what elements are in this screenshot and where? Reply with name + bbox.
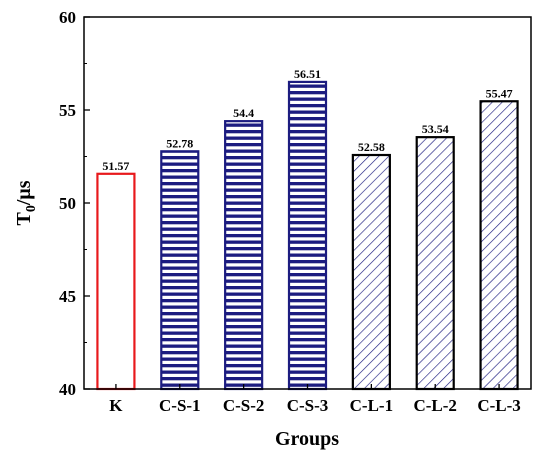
y-axis-title-subscript: 0 xyxy=(24,205,39,212)
x-axis-title: Groups xyxy=(275,428,339,450)
bar-c-s-3 xyxy=(287,80,328,391)
bar-c-s-2 xyxy=(224,120,264,391)
value-label-c-s-1: 52.78 xyxy=(166,136,193,150)
x-tick-label-c-s-1: C-S-1 xyxy=(159,396,201,415)
value-label-c-l-1: 52.58 xyxy=(358,140,385,154)
value-labels-group: 51.57 52.78 54.4 56.51 52.58 53.54 55.47 xyxy=(102,67,512,173)
y-axis-ticks: 40 45 50 55 60 xyxy=(59,8,90,399)
x-tick-label-c-s-3: C-S-3 xyxy=(287,396,329,415)
bar-c-l-1 xyxy=(351,153,391,391)
value-label-k: 51.57 xyxy=(102,159,129,173)
value-label-c-s-2: 54.4 xyxy=(233,106,254,120)
bar-k xyxy=(96,172,136,391)
y-tick-label-55: 55 xyxy=(59,101,76,120)
bars-group xyxy=(96,80,519,391)
y-tick-label-45: 45 xyxy=(59,287,76,306)
y-axis-title-unit: /μs xyxy=(13,180,35,206)
y-tick-label-60: 60 xyxy=(59,8,76,27)
x-axis-ticks: K C-S-1 C-S-2 C-S-3 C-L-1 C-L-2 C-L-3 xyxy=(109,384,521,415)
y-tick-label-50: 50 xyxy=(59,194,76,213)
value-label-c-l-2: 53.54 xyxy=(422,122,449,136)
value-label-c-s-3: 56.51 xyxy=(294,67,321,81)
x-tick-label-k: K xyxy=(109,396,123,415)
x-tick-label-c-l-1: C-L-1 xyxy=(350,396,393,415)
bar-c-l-3 xyxy=(479,100,519,391)
plot-frame xyxy=(83,16,532,390)
x-tick-label-c-l-3: C-L-3 xyxy=(477,396,520,415)
bar-c-s-1 xyxy=(160,150,200,391)
y-axis-title: T0/μs xyxy=(13,180,39,225)
y-tick-label-40: 40 xyxy=(59,380,76,399)
bar-c-l-2 xyxy=(415,136,455,391)
x-tick-label-c-s-2: C-S-2 xyxy=(223,396,265,415)
x-tick-label-c-l-2: C-L-2 xyxy=(413,396,456,415)
y-axis-title-main: T xyxy=(13,212,35,226)
value-label-c-l-3: 55.47 xyxy=(486,86,513,100)
